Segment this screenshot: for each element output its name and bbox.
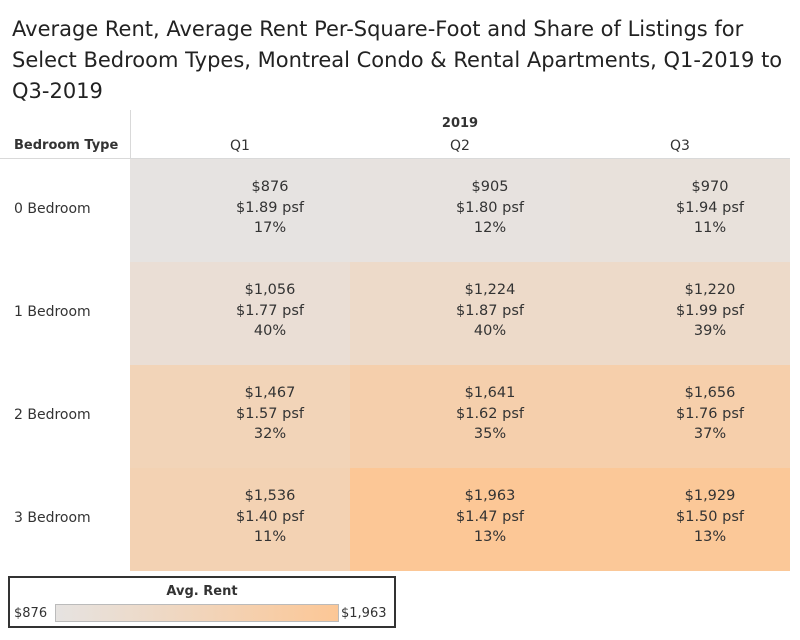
legend-gradient-bar <box>55 604 339 622</box>
table-cell: $1,220 $1.99 psf 39% <box>570 262 790 365</box>
table-cell: $876 $1.89 psf 17% <box>130 159 350 262</box>
cell-psf: $1.99 psf <box>676 302 744 319</box>
table-cell: $1,656 $1.76 psf 37% <box>570 365 790 468</box>
cell-rent: $1,536 <box>244 488 296 504</box>
legend-min-label: $876 <box>14 606 48 621</box>
table-cell: $1,467 $1.57 psf 32% <box>130 365 350 468</box>
cell-values: $1,656 $1.76 psf 37% <box>650 383 770 445</box>
table-cell: $1,641 $1.62 psf 35% <box>350 365 570 468</box>
cell-share: 32% <box>253 426 287 442</box>
cell-values: $876 $1.89 psf 17% <box>210 177 330 239</box>
cell-psf: $1.47 psf <box>456 508 524 525</box>
legend-max-label: $1,963 <box>341 606 387 621</box>
cell-share: 17% <box>253 220 287 236</box>
cell-psf: $1.77 psf <box>236 302 304 319</box>
cell-share: 40% <box>253 323 287 339</box>
cell-psf: $1.50 psf <box>676 508 744 525</box>
cell-values: $1,641 $1.62 psf 35% <box>430 383 550 445</box>
row-label: 1 Bedroom <box>14 303 91 320</box>
cell-rent: $1,220 <box>684 282 736 298</box>
cell-rent: $905 <box>471 179 509 195</box>
cell-psf: $1.94 psf <box>676 199 744 216</box>
column-header-q3: Q3 <box>670 138 690 154</box>
cell-psf: $1.76 psf <box>676 405 744 422</box>
cell-share: 11% <box>693 220 727 236</box>
cell-values: $1,963 $1.47 psf 13% <box>430 486 550 548</box>
cell-share: 13% <box>473 529 507 545</box>
color-legend: Avg. Rent $876 $1,963 <box>8 576 396 628</box>
cell-rent: $1,929 <box>684 488 736 504</box>
cell-rent: $1,656 <box>684 385 736 401</box>
row-label: 0 Bedroom <box>14 200 91 217</box>
cell-share: 13% <box>693 529 727 545</box>
column-header-q1: Q1 <box>230 138 250 154</box>
chart-title: Average Rent, Average Rent Per-Square-Fo… <box>12 17 783 103</box>
cell-psf: $1.89 psf <box>236 199 304 216</box>
cell-share: 11% <box>253 529 287 545</box>
cell-values: $1,467 $1.57 psf 32% <box>210 383 330 445</box>
cell-psf: $1.40 psf <box>236 508 304 525</box>
cell-values: $1,929 $1.50 psf 13% <box>650 486 770 548</box>
cell-psf: $1.87 psf <box>456 302 524 319</box>
table-cell: $1,056 $1.77 psf 40% <box>130 262 350 365</box>
table-cell: $1,963 $1.47 psf 13% <box>350 468 570 571</box>
cell-values: $1,220 $1.99 psf 39% <box>650 280 770 342</box>
cell-psf: $1.57 psf <box>236 405 304 422</box>
cell-share: 37% <box>693 426 727 442</box>
table-cell: $1,224 $1.87 psf 40% <box>350 262 570 365</box>
cell-rent: $1,224 <box>464 282 516 298</box>
cell-share: 35% <box>473 426 507 442</box>
row-label: 2 Bedroom <box>14 406 91 423</box>
table-cell: $970 $1.94 psf 11% <box>570 159 790 262</box>
cell-rent: $876 <box>251 179 289 195</box>
cell-rent: $1,963 <box>464 488 516 504</box>
cell-psf: $1.62 psf <box>456 405 524 422</box>
cell-values: $1,536 $1.40 psf 11% <box>210 486 330 548</box>
rent-table: 2019 Bedroom Type Q1 Q2 Q3 0 Bedroom $876… <box>0 110 790 571</box>
legend-title: Avg. Rent <box>166 584 238 599</box>
cell-share: 40% <box>473 323 507 339</box>
column-header-q2: Q2 <box>450 138 470 154</box>
cell-values: $905 $1.80 psf 12% <box>430 177 550 239</box>
cell-rent: $1,641 <box>464 385 516 401</box>
year-header: 2019 <box>441 116 479 131</box>
cell-values: $1,056 $1.77 psf 40% <box>210 280 330 342</box>
cell-psf: $1.80 psf <box>456 199 524 216</box>
cell-rent: $970 <box>691 179 729 195</box>
header-divider <box>0 158 790 159</box>
row-header: Bedroom Type <box>14 138 119 153</box>
table-cell: $1,536 $1.40 psf 11% <box>130 468 350 571</box>
table-cell: $1,929 $1.50 psf 13% <box>570 468 790 571</box>
cell-rent: $1,467 <box>244 385 296 401</box>
table-cell: $905 $1.80 psf 12% <box>350 159 570 262</box>
cell-rent: $1,056 <box>244 282 296 298</box>
cell-values: $970 $1.94 psf 11% <box>650 177 770 239</box>
cell-values: $1,224 $1.87 psf 40% <box>430 280 550 342</box>
cell-share: 39% <box>693 323 727 339</box>
row-label: 3 Bedroom <box>14 509 91 526</box>
cell-share: 12% <box>473 220 507 236</box>
